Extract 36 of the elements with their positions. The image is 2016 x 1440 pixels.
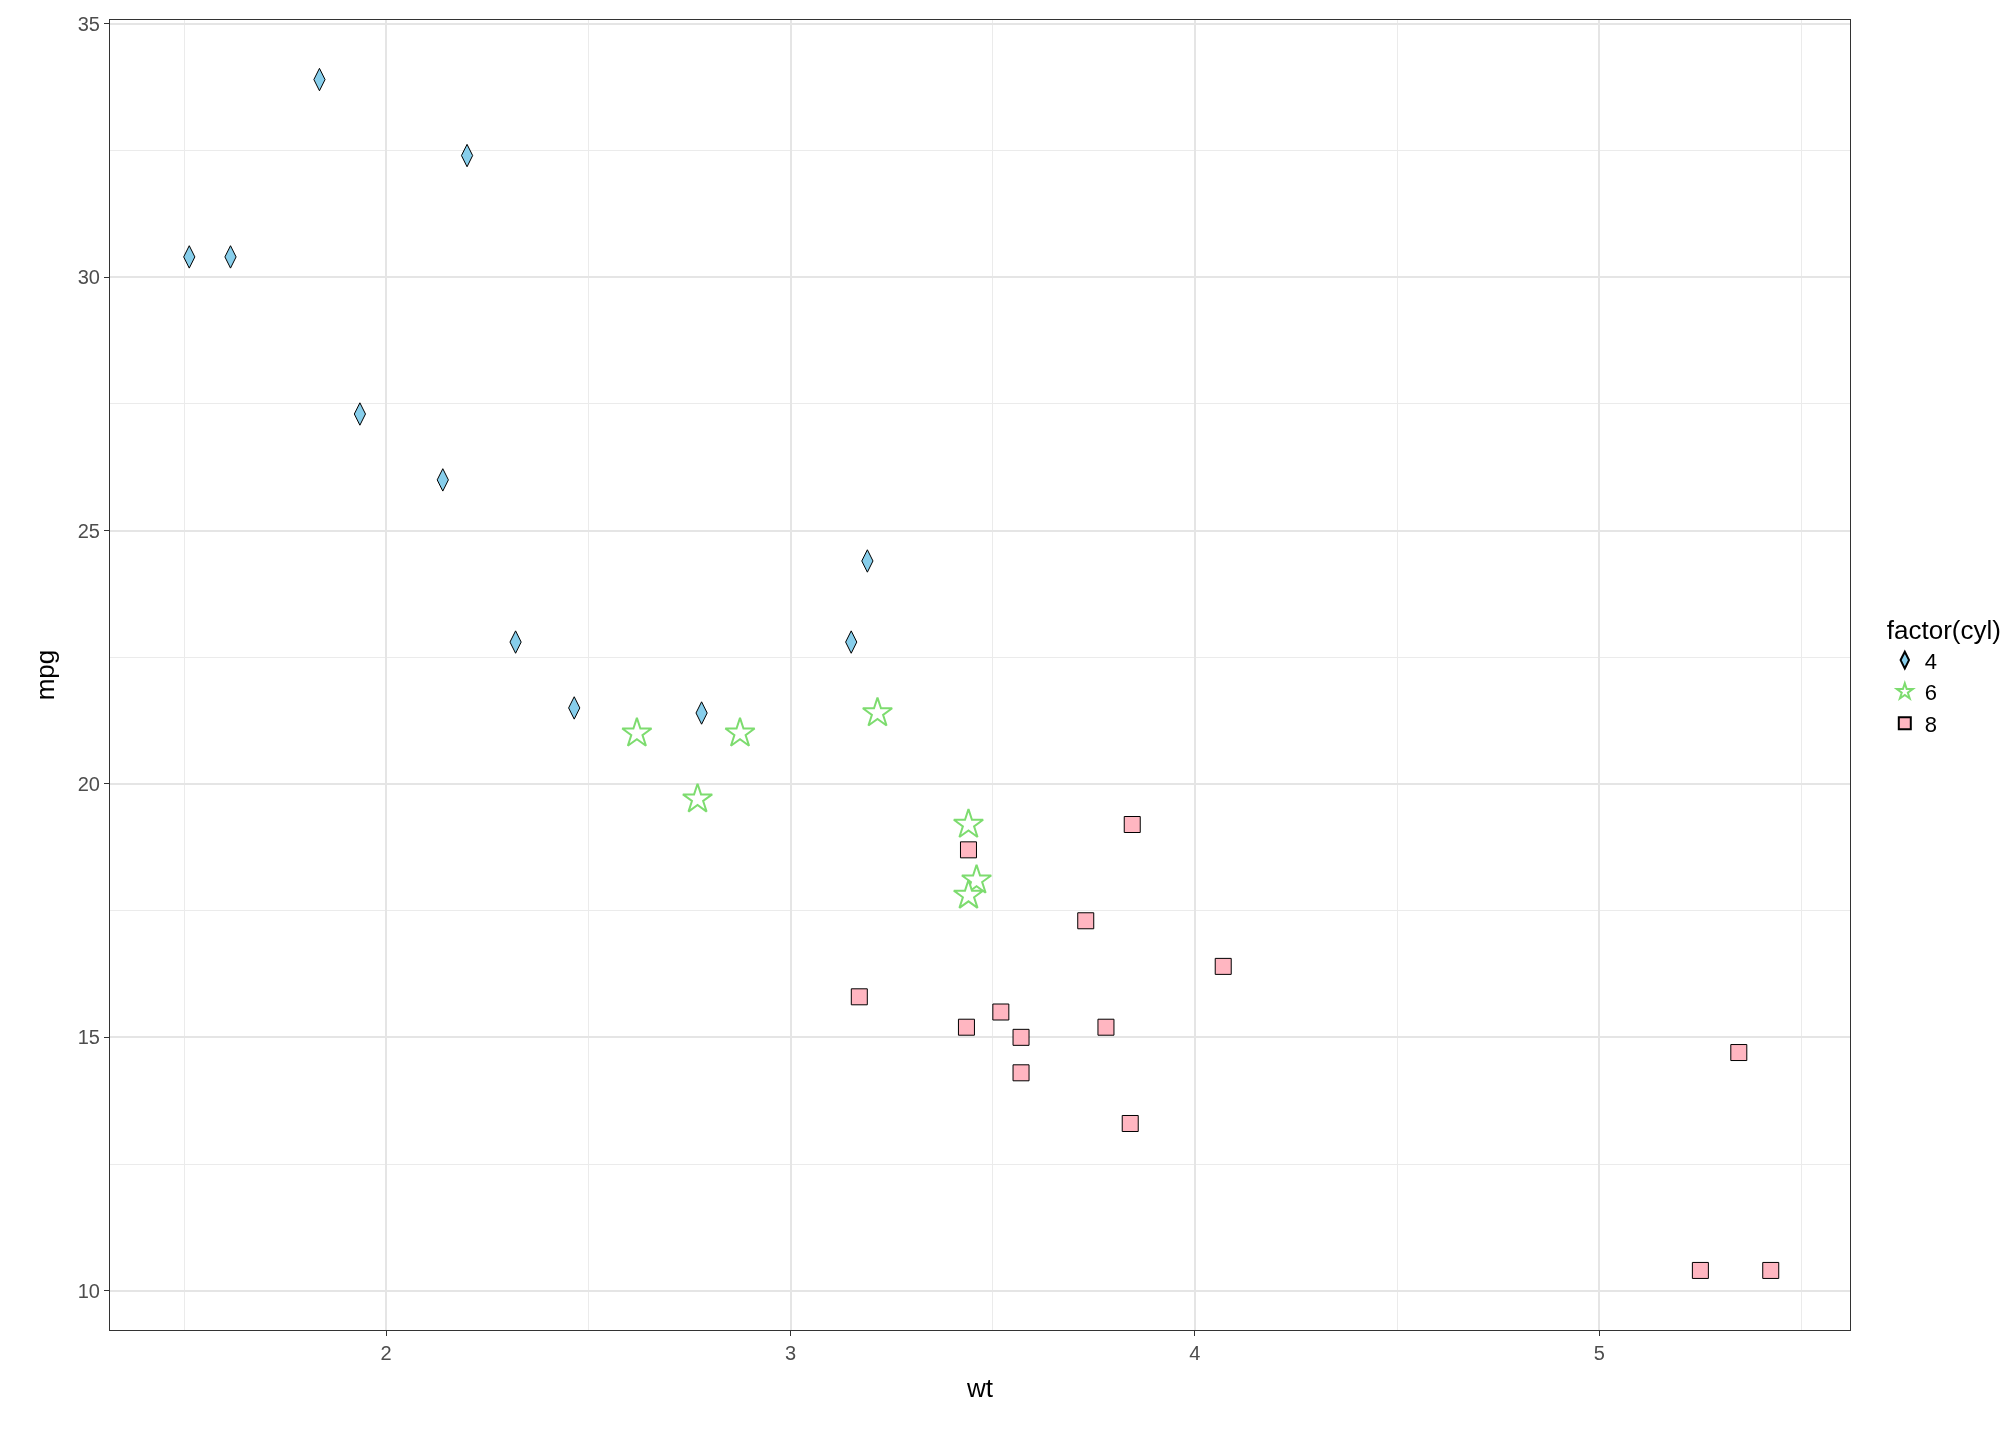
point (1730, 1044, 1748, 1062)
point (992, 1003, 1010, 1021)
point (957, 1018, 975, 1036)
legend-label: 8 (1924, 711, 1938, 737)
legend-label: 4 (1924, 648, 1938, 674)
point (850, 988, 868, 1006)
point (1214, 957, 1232, 975)
x-tick-label: 4 (1189, 1342, 1201, 1364)
point (959, 841, 977, 859)
point (1691, 1261, 1709, 1279)
x-axis-title: wt (966, 1372, 994, 1403)
point (952, 879, 985, 909)
y-tick-label: 10 (77, 1279, 100, 1302)
point (861, 696, 894, 727)
y-tick-label: 35 (77, 12, 100, 35)
point (1012, 1064, 1030, 1082)
point (1762, 1261, 1780, 1279)
legend-label: 6 (1924, 680, 1938, 706)
point (1123, 816, 1141, 833)
x-tick-label: 3 (784, 1342, 797, 1364)
y-tick-label: 25 (77, 519, 100, 542)
y-tick-label: 15 (77, 1026, 100, 1049)
x-tick-label: 2 (380, 1342, 392, 1364)
point (1121, 1114, 1139, 1132)
point (724, 716, 756, 747)
point (1097, 1018, 1115, 1036)
point (952, 808, 985, 838)
y-tick-label: 20 (77, 772, 100, 795)
y-tick-label: 30 (77, 266, 100, 289)
point (621, 716, 653, 747)
point (1077, 912, 1095, 930)
point (681, 782, 714, 813)
point (1012, 1028, 1030, 1046)
legend-title: factor(cyl) (1886, 615, 2001, 646)
x-tick-label: 5 (1593, 1342, 1605, 1364)
y-axis-title: mpg (30, 649, 61, 701)
